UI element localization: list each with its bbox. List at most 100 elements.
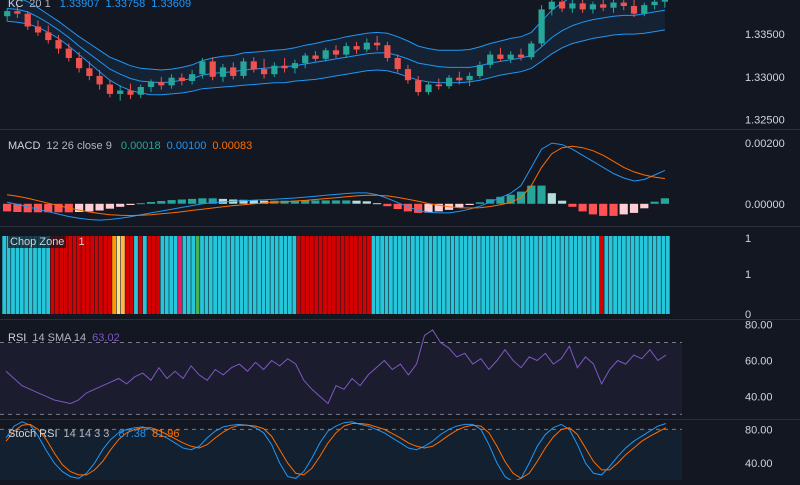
chop-zone-bar <box>305 236 310 314</box>
candle-body <box>384 45 391 58</box>
chop-zone-bar <box>274 236 279 314</box>
candle-body <box>579 3 586 10</box>
chop-zone-bar <box>512 236 516 314</box>
chop-zone-bar <box>24 236 29 314</box>
chop-zone-bar <box>367 236 371 314</box>
candle-body <box>76 58 83 69</box>
chop-zone-bar <box>208 236 213 314</box>
chop-zone-bar <box>112 236 116 314</box>
chop-zone-bar <box>173 236 178 314</box>
chop-zone-bar <box>125 236 130 314</box>
chop-zone-bar <box>657 236 661 314</box>
candle-body <box>661 0 668 2</box>
candle-body <box>24 13 31 27</box>
candle-body <box>507 54 514 59</box>
chop-zone-bar <box>525 236 530 314</box>
chop-zone-bar <box>472 236 477 314</box>
chop-zone-bar <box>371 236 376 314</box>
chop-zone-bar <box>37 236 42 314</box>
macd-histogram-bar <box>465 203 474 205</box>
chop-zone-bar <box>463 236 468 314</box>
macd-histogram-bar <box>609 203 618 216</box>
macd-histogram-bar <box>506 194 515 204</box>
chop-zone-bar <box>90 236 94 314</box>
chop-zone-bar <box>591 236 595 314</box>
chop-zone-axis-tick: 0 <box>745 309 751 321</box>
candle-body <box>343 46 350 55</box>
chop-zone-bar <box>613 236 617 314</box>
macd-histogram-bar <box>260 200 269 204</box>
macd-histogram-bar <box>650 201 659 204</box>
chop-zone-legend-value: 1 <box>78 236 85 248</box>
macd-histogram-bar <box>44 203 53 213</box>
macd-histogram-bar <box>116 203 125 207</box>
chop-zone-bar <box>129 236 134 314</box>
chop-zone-bar <box>353 236 358 314</box>
chop-zone-bar <box>520 236 525 314</box>
candle-body <box>261 69 268 75</box>
candle-body <box>230 67 237 76</box>
macd-histogram-bar <box>558 200 567 204</box>
candle-body <box>610 2 617 8</box>
candle-body <box>476 64 483 76</box>
macd-histogram-bar <box>496 196 505 204</box>
chop-zone-bar <box>419 236 424 314</box>
candle-body <box>435 84 442 87</box>
chop-zone-bar <box>485 236 490 314</box>
candle-body <box>271 65 278 75</box>
chop-zone-bar <box>230 236 235 314</box>
chop-zone-bar <box>248 236 253 314</box>
chop-zone-bar <box>191 236 196 314</box>
candle-body <box>127 90 134 95</box>
macd-histogram-bar <box>578 203 587 212</box>
kc-lower-line <box>7 20 665 96</box>
macd-signal-line <box>7 145 665 217</box>
chop-zone-bar <box>424 236 428 314</box>
price-axis-tick: 1.33500 <box>745 29 785 41</box>
chop-zone-bar <box>142 236 147 314</box>
chop-zone-bar <box>2 236 7 314</box>
chop-zone-bar <box>50 236 55 314</box>
chop-zone-bar <box>182 236 187 314</box>
stoch-rsi-d-line <box>5 423 667 479</box>
candle-body <box>425 84 432 93</box>
chop-zone-bar <box>204 236 209 314</box>
chop-zone-bar <box>336 236 341 314</box>
chop-zone-bar <box>72 236 77 314</box>
chop-zone-bar <box>538 236 543 314</box>
macd-histogram-bar <box>660 198 669 204</box>
macd-histogram-bar <box>188 198 197 204</box>
chop-zone-bar <box>433 236 437 314</box>
candle-body <box>589 4 596 10</box>
chop-zone-bar <box>362 236 367 314</box>
chop-zone-bar <box>323 236 327 314</box>
chop-zone-bar <box>213 236 217 314</box>
chop-zone-bar <box>46 236 50 314</box>
chop-zone-bar <box>239 236 244 314</box>
macd-histogram-bar <box>342 200 351 204</box>
macd-histogram-bar <box>547 193 556 204</box>
macd-histogram-bar <box>157 201 166 204</box>
chop-zone-bar <box>309 236 314 314</box>
chop-zone-bar <box>15 236 20 314</box>
candle-body <box>189 74 196 81</box>
chop-zone-bar <box>534 236 538 314</box>
chop-zone-bar <box>340 236 345 314</box>
rsi-axis-tick: 80.00 <box>745 320 773 332</box>
candle-body <box>322 50 329 59</box>
chop-zone-bar <box>349 236 354 314</box>
chop-zone-bar <box>503 236 508 314</box>
stoch-rsi-legend-params: 14 14 3 3 <box>63 428 110 440</box>
chop-zone-bar <box>160 236 165 314</box>
chop-zone-bar <box>630 236 635 314</box>
chop-zone-bar <box>59 236 64 314</box>
chop-zone-bar <box>55 236 59 314</box>
chop-zone-bar <box>327 236 332 314</box>
macd-histogram-bar <box>537 185 546 204</box>
chop-zone-bar <box>6 236 11 314</box>
chop-zone-bar <box>450 236 455 314</box>
stoch-rsi-axis-tick: 40.00 <box>745 458 773 470</box>
chop-zone-bar <box>595 236 600 314</box>
